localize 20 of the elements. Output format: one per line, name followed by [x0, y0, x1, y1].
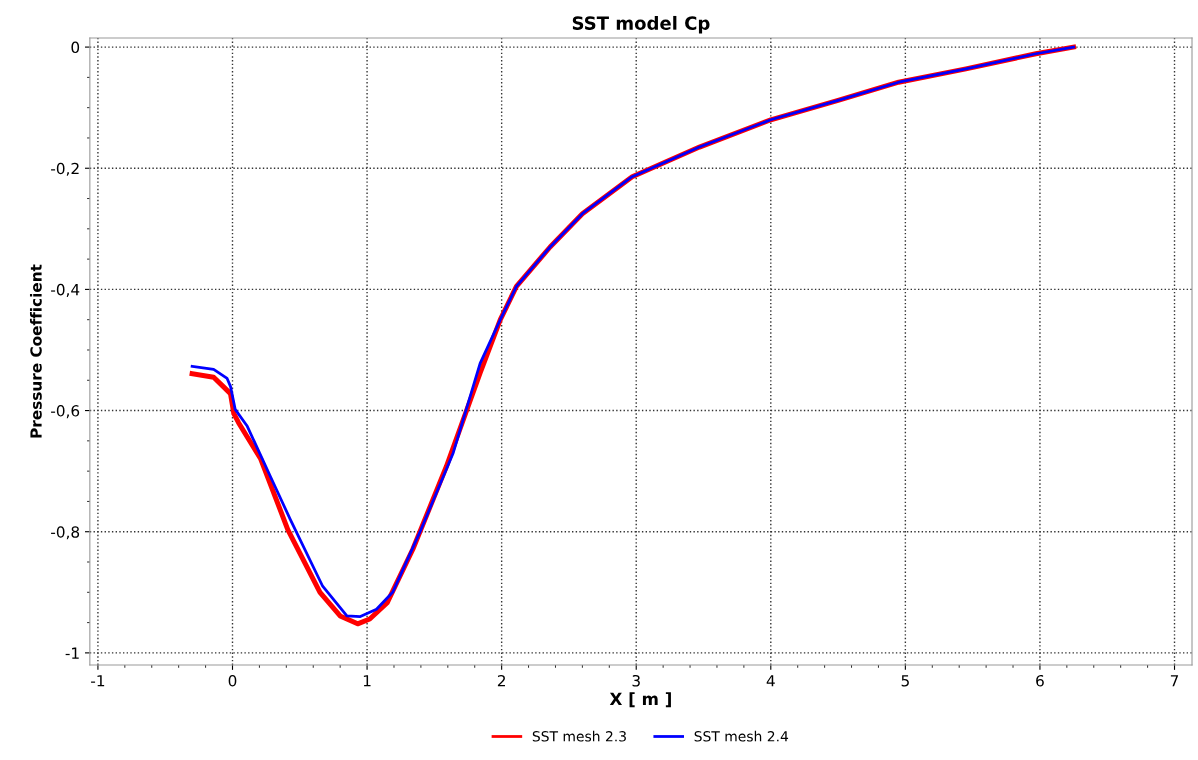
x-tick-label: 1 [363, 675, 371, 687]
y-axis-title: Pressure Coefficient [29, 264, 42, 438]
x-axis-title: X [ m ] [609, 692, 671, 708]
y-tick-label: -0,6 [51, 405, 80, 419]
x-tick-label: -1 [91, 675, 105, 687]
legend-label: SST mesh 2.4 [694, 730, 789, 742]
x-tick-label: 0 [228, 674, 237, 687]
x-tick-label: 5 [901, 675, 909, 687]
x-tick-label: 2 [497, 674, 505, 687]
x-tick-label: 3 [632, 674, 640, 687]
y-tick-label: -0,8 [51, 526, 80, 540]
x-tick-label: 4 [766, 675, 775, 687]
chart-title: SST model Cp [572, 15, 710, 34]
y-tick-label: -0,2 [51, 162, 79, 176]
x-tick-label: 7 [1170, 675, 1179, 687]
y-tick-label: -1 [65, 647, 79, 659]
y-tick-label: 0 [71, 41, 80, 54]
y-tick-label: -0,4 [51, 283, 80, 297]
legend-label: SST mesh 2.3 [532, 730, 626, 742]
x-tick-label: 6 [1036, 674, 1044, 687]
